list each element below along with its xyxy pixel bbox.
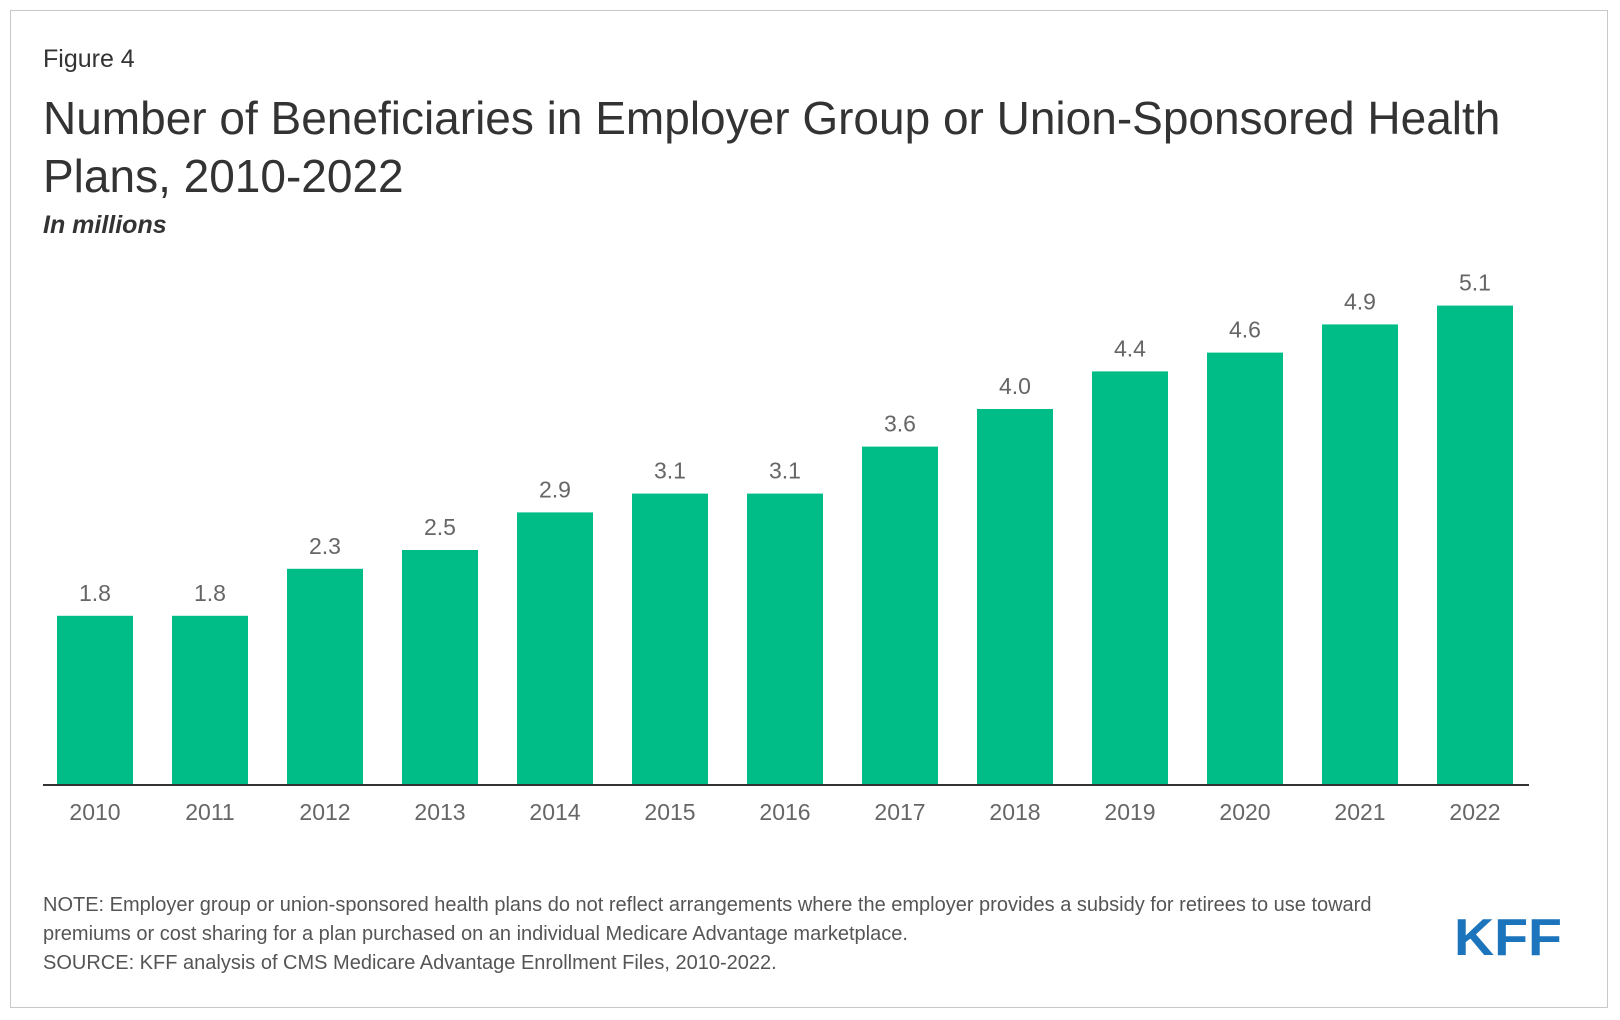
bar-2021 (1322, 324, 1398, 785)
bar-2013 (402, 550, 478, 785)
figure-frame: Figure 4 Number of Beneficiaries in Empl… (10, 10, 1608, 1008)
chart-footnotes: NOTE: Employer group or union-sponsored … (43, 891, 1463, 978)
data-label-2018: 4.0 (999, 373, 1031, 399)
x-tick-label-2015: 2015 (644, 799, 695, 825)
chart-title: Number of Beneficiaries in Employer Grou… (43, 92, 1501, 202)
data-label-2017: 3.6 (884, 411, 916, 437)
bar-2017 (862, 446, 938, 785)
bar-2018 (977, 409, 1053, 785)
bar-2019 (1092, 371, 1168, 785)
data-label-2013: 2.5 (424, 514, 456, 540)
data-label-2016: 3.1 (769, 458, 801, 484)
data-label-2019: 4.4 (1114, 335, 1146, 361)
data-label-2011: 1.8 (194, 580, 226, 606)
bar-2012 (287, 568, 363, 785)
bar-2011 (172, 615, 248, 785)
bar-2020 (1207, 352, 1283, 785)
data-label-2010: 1.8 (79, 580, 111, 606)
x-tick-label-2017: 2017 (874, 799, 925, 825)
x-tick-label-2018: 2018 (989, 799, 1040, 825)
kff-logo: KFF (1454, 911, 1562, 961)
chart-subtitle: In millions (43, 211, 167, 239)
bar-2010 (57, 615, 133, 785)
bar-2014 (517, 512, 593, 785)
data-label-2015: 3.1 (654, 458, 686, 484)
data-label-2014: 2.9 (539, 476, 571, 502)
data-label-2021: 4.9 (1344, 288, 1376, 314)
bar-2022 (1437, 305, 1513, 785)
data-label-2020: 4.6 (1229, 317, 1261, 343)
x-tick-label-2010: 2010 (69, 799, 120, 825)
x-tick-label-2014: 2014 (529, 799, 580, 825)
data-label-2022: 5.1 (1459, 270, 1491, 296)
x-tick-label-2011: 2011 (185, 799, 234, 825)
bar-chart: 1.8 2010 1.8 2011 2.3 2012 2.5 2013 2.9 2014 3.1 20… (43, 270, 1529, 825)
note-text: NOTE: Employer group or union-sponsored … (43, 894, 1372, 945)
x-tick-label-2016: 2016 (759, 799, 810, 825)
bar-2015 (632, 493, 708, 785)
data-label-2012: 2.3 (309, 533, 341, 559)
x-tick-label-2013: 2013 (414, 799, 465, 825)
figure-label: Figure 4 (43, 45, 135, 73)
source-text: SOURCE: KFF analysis of CMS Medicare Adv… (43, 952, 777, 974)
x-tick-label-2021: 2021 (1334, 799, 1385, 825)
x-tick-label-2019: 2019 (1104, 799, 1155, 825)
x-tick-label-2012: 2012 (299, 799, 350, 825)
kff-logo-text: KFF (1454, 911, 1562, 961)
x-tick-label-2020: 2020 (1219, 799, 1270, 825)
x-tick-label-2022: 2022 (1449, 799, 1500, 825)
bar-2016 (747, 493, 823, 785)
